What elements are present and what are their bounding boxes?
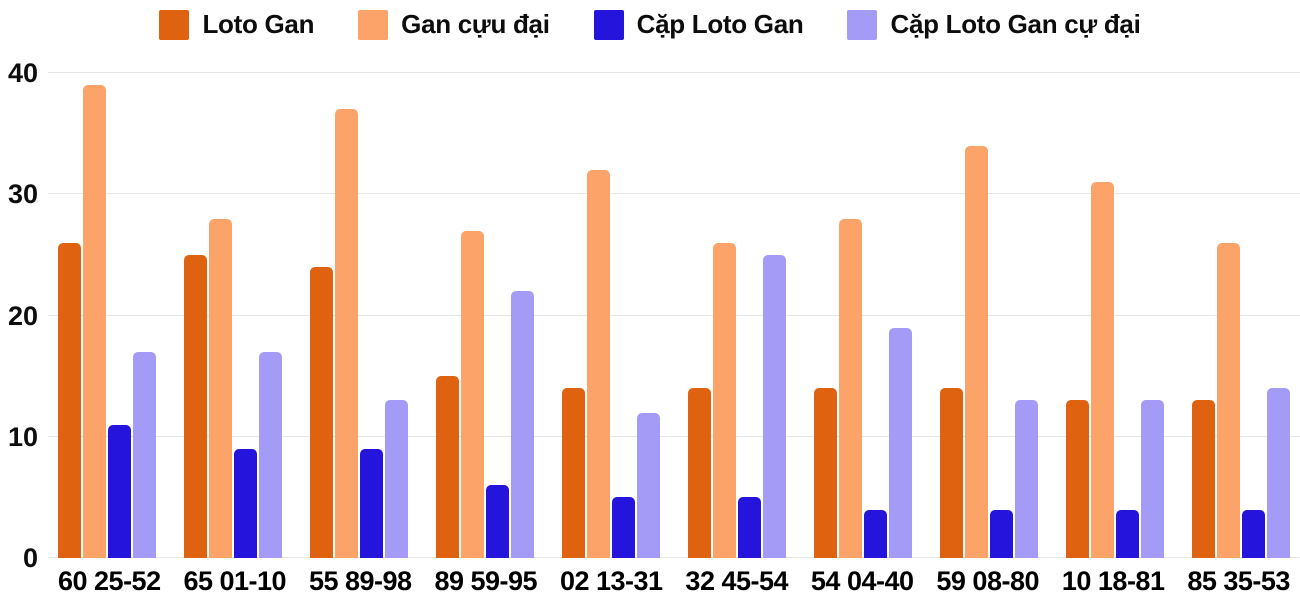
x-tick-label: 60 25-52 xyxy=(58,566,161,596)
legend-item-2[interactable]: Gan cựu đại xyxy=(358,9,550,40)
legend-item-4[interactable]: Cặp Loto Gan cự đại xyxy=(847,9,1141,40)
gridline-30 xyxy=(48,193,1300,195)
bar-group-32-45-54 xyxy=(688,73,786,558)
y-axis: 0 10 20 30 40 xyxy=(0,58,38,573)
x-tick-label: 10 18-81 xyxy=(1061,566,1165,596)
bar xyxy=(990,509,1013,558)
x-axis: 60 25-52 65 01-10 55 89-98 89 59-95 02 13-31… xyxy=(48,566,1300,597)
bar-group-10-18-81 xyxy=(1066,73,1164,558)
bar xyxy=(864,509,887,558)
x-tick-label: 59 08-80 xyxy=(936,566,1039,596)
gridline-10 xyxy=(48,435,1300,437)
bar-group-55-89-98 xyxy=(310,73,408,558)
x-tick-label: 85 35-53 xyxy=(1187,566,1290,596)
bar xyxy=(587,170,610,558)
x-tick-label: 32 45-54 xyxy=(685,566,789,596)
bar xyxy=(1192,400,1215,558)
y-tick-label-10: 10 xyxy=(7,421,38,452)
bar xyxy=(738,497,761,558)
bar-group-65-01-10 xyxy=(184,73,282,558)
bar-group-60-25-52 xyxy=(58,73,156,558)
bar-group-89-59-95 xyxy=(436,73,534,558)
legend-swatch-icon xyxy=(358,9,389,40)
x-tick-label: 65 01-10 xyxy=(183,566,287,596)
bar xyxy=(1091,182,1114,558)
bar-group-85-35-53 xyxy=(1192,73,1290,558)
bar xyxy=(1141,400,1164,558)
bar xyxy=(461,230,484,558)
y-tick-label-0: 0 xyxy=(22,543,38,573)
bar xyxy=(385,400,408,558)
bar xyxy=(133,351,156,558)
bar xyxy=(83,85,106,558)
bar xyxy=(612,497,635,558)
x-tick-label: 89 59-95 xyxy=(434,566,538,596)
bar xyxy=(814,388,837,558)
x-tick-label: 02 13-31 xyxy=(559,566,663,596)
bar xyxy=(763,254,786,558)
bar xyxy=(1066,400,1089,558)
bar-group-59-08-80 xyxy=(940,73,1038,558)
legend-swatch-icon xyxy=(593,9,624,40)
bar xyxy=(889,327,912,558)
bar xyxy=(562,388,585,558)
bar xyxy=(637,412,660,558)
legend-item-1[interactable]: Loto Gan xyxy=(159,9,314,40)
y-tick-label-20: 20 xyxy=(7,300,38,331)
bar xyxy=(1267,388,1290,558)
bar-groups xyxy=(48,73,1300,558)
legend-item-3[interactable]: Cặp Loto Gan xyxy=(593,9,804,40)
y-tick-label-30: 30 xyxy=(7,179,38,210)
legend-swatch-icon xyxy=(847,9,878,40)
bar xyxy=(184,254,207,558)
gridline-40 xyxy=(48,72,1300,73)
plot-area xyxy=(48,72,1300,558)
bar xyxy=(360,448,383,558)
bar xyxy=(511,291,534,558)
legend-label: Loto Gan xyxy=(202,9,315,39)
x-tick-label: 55 89-98 xyxy=(308,566,412,596)
bar xyxy=(234,448,257,558)
gridline-20 xyxy=(48,314,1300,316)
bar xyxy=(58,242,81,558)
gridline-0 xyxy=(48,557,1300,558)
bar xyxy=(486,485,509,558)
bar xyxy=(335,109,358,558)
bar xyxy=(259,351,282,558)
x-tick-label: 54 04-40 xyxy=(810,566,914,596)
y-tick-label-40: 40 xyxy=(7,58,38,88)
bar xyxy=(209,218,232,558)
bar xyxy=(310,267,333,558)
bar xyxy=(839,218,862,558)
legend-swatch-icon xyxy=(159,9,190,40)
bar xyxy=(436,376,459,558)
bar xyxy=(940,388,963,558)
legend-label: Gan cựu đại xyxy=(401,9,550,39)
bar xyxy=(713,242,736,558)
legend-label: Cặp Loto Gan xyxy=(636,9,804,39)
bar xyxy=(688,388,711,558)
bar xyxy=(1217,242,1240,558)
bar xyxy=(1116,509,1139,558)
bar-group-54-04-40 xyxy=(814,73,912,558)
bar-group-02-13-31 xyxy=(562,73,660,558)
bar xyxy=(965,145,988,558)
bar xyxy=(1015,400,1038,558)
bar xyxy=(108,424,131,558)
bar xyxy=(1242,509,1265,558)
legend-label: Cặp Loto Gan cự đại xyxy=(890,9,1141,39)
chart-legend: Loto Gan Gan cựu đại Cặp Loto Gan Cặp Loto … xyxy=(0,9,1300,40)
